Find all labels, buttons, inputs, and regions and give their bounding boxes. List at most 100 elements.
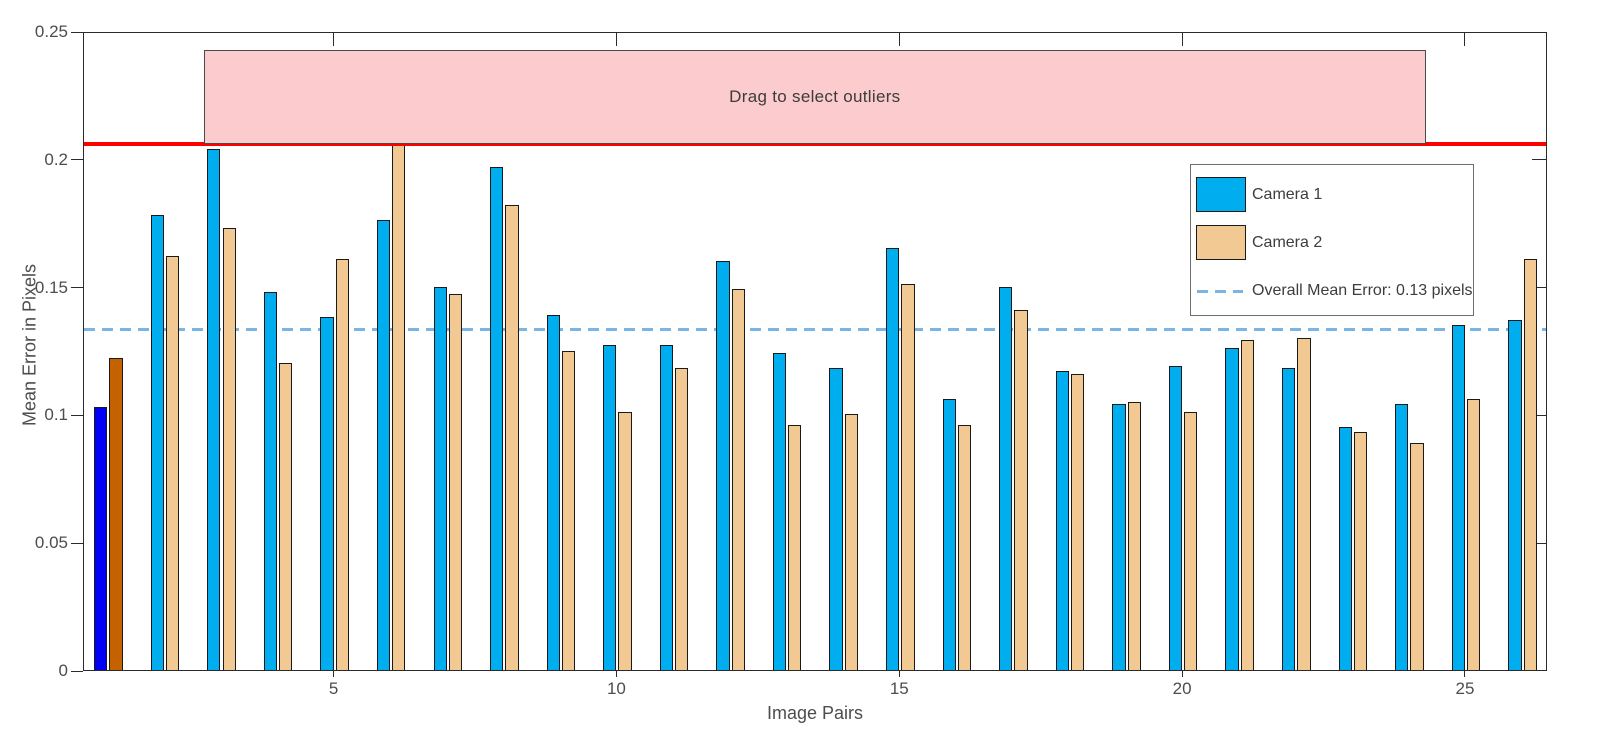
x-tick-top — [1464, 33, 1466, 46]
bar-camera2-pair-5[interactable] — [335, 258, 349, 670]
x-tick-top — [333, 33, 335, 46]
bar-camera1-pair-3[interactable] — [207, 148, 221, 670]
overall-mean-error-legend-label: Overall Mean Error: 0.13 pixels — [1252, 282, 1473, 299]
x-tick-bottom — [615, 671, 617, 677]
x-tick-top — [1181, 33, 1183, 46]
outlier-selection-region[interactable]: Drag to select outliers — [203, 49, 1426, 144]
bar-camera1-pair-14[interactable] — [829, 368, 843, 670]
y-tick-left — [71, 670, 83, 672]
y-tick-left — [71, 414, 83, 416]
bar-camera2-pair-10[interactable] — [618, 411, 632, 670]
x-tick-label: 10 — [606, 679, 626, 698]
y-tick-left — [71, 542, 83, 544]
bar-camera1-pair-2[interactable] — [150, 215, 164, 670]
bar-camera2-pair-4[interactable] — [279, 363, 293, 670]
y-tick-right — [1532, 159, 1546, 161]
x-tick-top — [898, 33, 900, 46]
legend-row-camera2: Camera 2 — [1191, 225, 1473, 260]
camera2-legend-label: Camera 2 — [1252, 233, 1323, 251]
y-tick-label: 0.05 — [34, 533, 68, 553]
y-tick-label: 0 — [58, 661, 68, 680]
bar-camera2-pair-21[interactable] — [1240, 340, 1254, 670]
legend-row-camera1: Camera 1 — [1191, 177, 1473, 212]
y-tick-left — [71, 31, 83, 33]
x-tick-label: 15 — [889, 679, 909, 698]
bar-camera2-pair-23[interactable] — [1353, 432, 1368, 670]
bar-camera2-pair-19[interactable] — [1127, 401, 1141, 670]
y-tick-right — [1532, 414, 1546, 416]
bar-camera1-pair-9[interactable] — [546, 314, 560, 670]
bars-layer — [84, 33, 1546, 670]
bar-camera1-pair-20[interactable] — [1168, 365, 1183, 670]
bar-camera2-pair-13[interactable] — [788, 424, 802, 670]
x-axis-title: Image Pairs — [766, 703, 864, 723]
x-tick-bottom — [333, 671, 335, 677]
bar-camera1-pair-15[interactable] — [886, 248, 900, 670]
bar-camera1-pair-21[interactable] — [1225, 347, 1239, 670]
bar-camera1-pair-13[interactable] — [772, 353, 787, 670]
bar-camera1-pair-18[interactable] — [1055, 370, 1069, 670]
bar-camera2-pair-9[interactable] — [561, 350, 576, 670]
bar-camera2-pair-14[interactable] — [844, 414, 858, 670]
bar-camera2-pair-11[interactable] — [675, 368, 689, 670]
bar-camera2-pair-22[interactable] — [1297, 337, 1311, 670]
legend: Camera 1 Camera 2 Overall Mean Error: 0.… — [1190, 164, 1474, 316]
x-tick-bottom — [1464, 671, 1466, 677]
bar-camera2-pair-6[interactable] — [392, 143, 406, 670]
bar-camera1-pair-6[interactable] — [376, 220, 391, 670]
bar-camera2-pair-2[interactable] — [165, 255, 180, 670]
legend-row-mean-error: Overall Mean Error: 0.13 pixels — [1191, 277, 1473, 305]
y-tick-left — [71, 287, 83, 289]
x-tick-bottom — [1181, 671, 1183, 677]
bar-camera1-pair-25[interactable] — [1451, 324, 1465, 670]
camera1-legend-label: Camera 1 — [1252, 185, 1323, 203]
bar-camera1-pair-11[interactable] — [659, 345, 673, 670]
y-tick-right — [1532, 287, 1546, 289]
camera1-swatch — [1196, 177, 1246, 212]
bar-camera1-pair-5[interactable] — [320, 317, 334, 670]
bar-camera2-pair-3[interactable] — [222, 227, 236, 670]
bar-camera1-pair-10[interactable] — [603, 345, 617, 670]
bar-camera1-pair-24[interactable] — [1395, 404, 1409, 670]
overall-mean-error-line — [84, 328, 1546, 331]
bar-camera1-pair-17[interactable] — [999, 286, 1013, 670]
x-tick-bottom — [898, 671, 900, 677]
bar-camera2-pair-16[interactable] — [957, 424, 972, 670]
y-tick-left — [71, 159, 83, 161]
y-tick-label: 0.2 — [44, 149, 68, 169]
bar-camera1-pair-16[interactable] — [942, 399, 956, 670]
bar-camera1-pair-7[interactable] — [433, 286, 447, 670]
bar-camera1-pair-19[interactable] — [1112, 404, 1126, 670]
bar-camera1-pair-22[interactable] — [1282, 368, 1296, 670]
drag-to-select-outliers-label: Drag to select outliers — [729, 86, 901, 106]
bar-camera2-pair-18[interactable] — [1071, 373, 1085, 670]
bar-camera2-pair-20[interactable] — [1184, 411, 1198, 670]
dashed-line-sample — [1197, 289, 1243, 293]
x-tick-label: 5 — [328, 679, 339, 698]
bar-camera2-pair-15[interactable] — [901, 284, 915, 670]
bar-camera1-pair-12[interactable] — [716, 261, 730, 670]
bar-camera1-pair-8[interactable] — [490, 166, 504, 670]
y-tick-label: 0.1 — [44, 405, 68, 425]
bar-camera2-pair-25[interactable] — [1467, 399, 1481, 670]
bar-camera2-pair-8[interactable] — [505, 204, 519, 670]
x-tick-label: 25 — [1455, 679, 1475, 698]
bar-camera1-pair-1-selected[interactable] — [94, 406, 108, 670]
bar-camera2-pair-24[interactable] — [1410, 442, 1424, 670]
bar-camera2-pair-17[interactable] — [1014, 309, 1028, 670]
bar-camera2-pair-7[interactable] — [448, 294, 462, 670]
bar-camera1-pair-26[interactable] — [1508, 319, 1522, 670]
x-tick-label: 20 — [1172, 679, 1192, 698]
x-tick-top — [615, 33, 617, 46]
bar-camera2-pair-1-selected[interactable] — [109, 358, 123, 670]
y-tick-label: 0.25 — [34, 22, 68, 41]
y-tick-right — [1532, 542, 1546, 544]
bar-camera1-pair-4[interactable] — [263, 291, 277, 670]
bar-camera1-pair-23[interactable] — [1338, 427, 1352, 670]
camera2-swatch — [1196, 225, 1246, 260]
y-tick-label: 0.15 — [34, 277, 68, 297]
bar-camera2-pair-12[interactable] — [731, 289, 745, 670]
bar-camera2-pair-26[interactable] — [1523, 258, 1537, 670]
plot-area: Drag to select outliers Camera 1 Camera … — [83, 32, 1547, 671]
